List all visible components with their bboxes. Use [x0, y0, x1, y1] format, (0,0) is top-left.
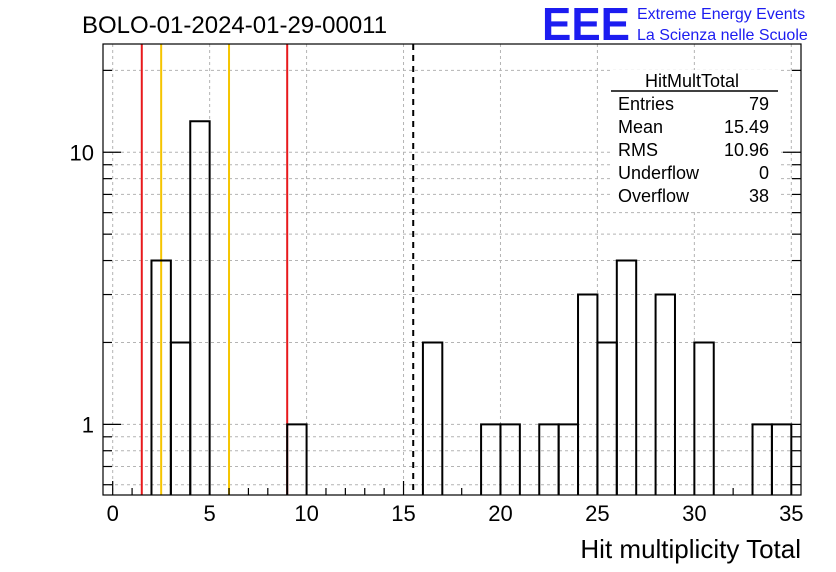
stats-row-value: 79: [749, 94, 769, 114]
y-tick-label: 10: [70, 140, 94, 165]
x-tick-label: 10: [294, 501, 318, 526]
x-tick-label: 0: [107, 501, 119, 526]
chart-title: BOLO-01-2024-01-29-00011: [82, 12, 387, 39]
eee-logo: EEE Extreme Energy Events La Scienza nel…: [542, 0, 808, 50]
eee-logo-mark: EEE: [542, 0, 630, 50]
x-axis-title: Hit multiplicity Total: [580, 534, 801, 564]
stats-row-value: 0: [759, 163, 769, 183]
stats-row-value: 10.96: [724, 140, 769, 160]
x-tick-label: 30: [682, 501, 706, 526]
tick-labels: 0 5 10 15 20 25 30 35 1 10: [70, 140, 804, 526]
y-tick-label: 1: [82, 412, 94, 437]
histogram-bin: [596, 341, 618, 495]
stats-row-label: Entries: [618, 94, 674, 114]
histogram-bin: [421, 341, 444, 495]
histogram-bin: [770, 423, 793, 495]
x-tick-label: 25: [585, 501, 609, 526]
histogram-bin: [286, 423, 308, 495]
histogram-bin: [499, 423, 521, 495]
stats-box-background: [611, 70, 781, 210]
eee-logo-line1: Extreme Energy Events: [637, 6, 805, 23]
plot-frame: [102, 43, 802, 496]
histogram-bins: [150, 120, 793, 495]
histogram-bin: [693, 341, 715, 495]
stats-row-label: Underflow: [618, 163, 700, 183]
histogram-bin: [189, 120, 211, 495]
histogram-bin: [577, 293, 599, 495]
eee-logo-line2: La Scienza nelle Scuole: [637, 27, 808, 44]
marker-lines: [140, 44, 415, 495]
stats-row-label: Mean: [618, 117, 663, 137]
x-tick-label: 20: [488, 501, 512, 526]
grid-layer: [103, 44, 801, 495]
x-tick-label: 5: [204, 501, 216, 526]
histogram-bin: [615, 259, 638, 495]
stats-rows: Entries 79 Mean 15.49 RMS 10.96 Underflow 0 Over…: [618, 94, 769, 206]
x-tick-label: 15: [391, 501, 415, 526]
axis-ticks: [103, 69, 801, 495]
stats-row-value: 15.49: [724, 117, 769, 137]
x-tick-label: 35: [779, 501, 803, 526]
stats-row-value: 38: [749, 186, 769, 206]
histogram-bin: [169, 341, 192, 495]
stats-row-label: Overflow: [618, 186, 690, 206]
histogram-bin: [654, 293, 676, 495]
stats-box-title: HitMultTotal: [645, 71, 739, 91]
stats-box: HitMultTotal Entries 79 Mean 15.49 RMS 10.96 U…: [611, 70, 781, 210]
stats-row-label: RMS: [618, 140, 658, 160]
